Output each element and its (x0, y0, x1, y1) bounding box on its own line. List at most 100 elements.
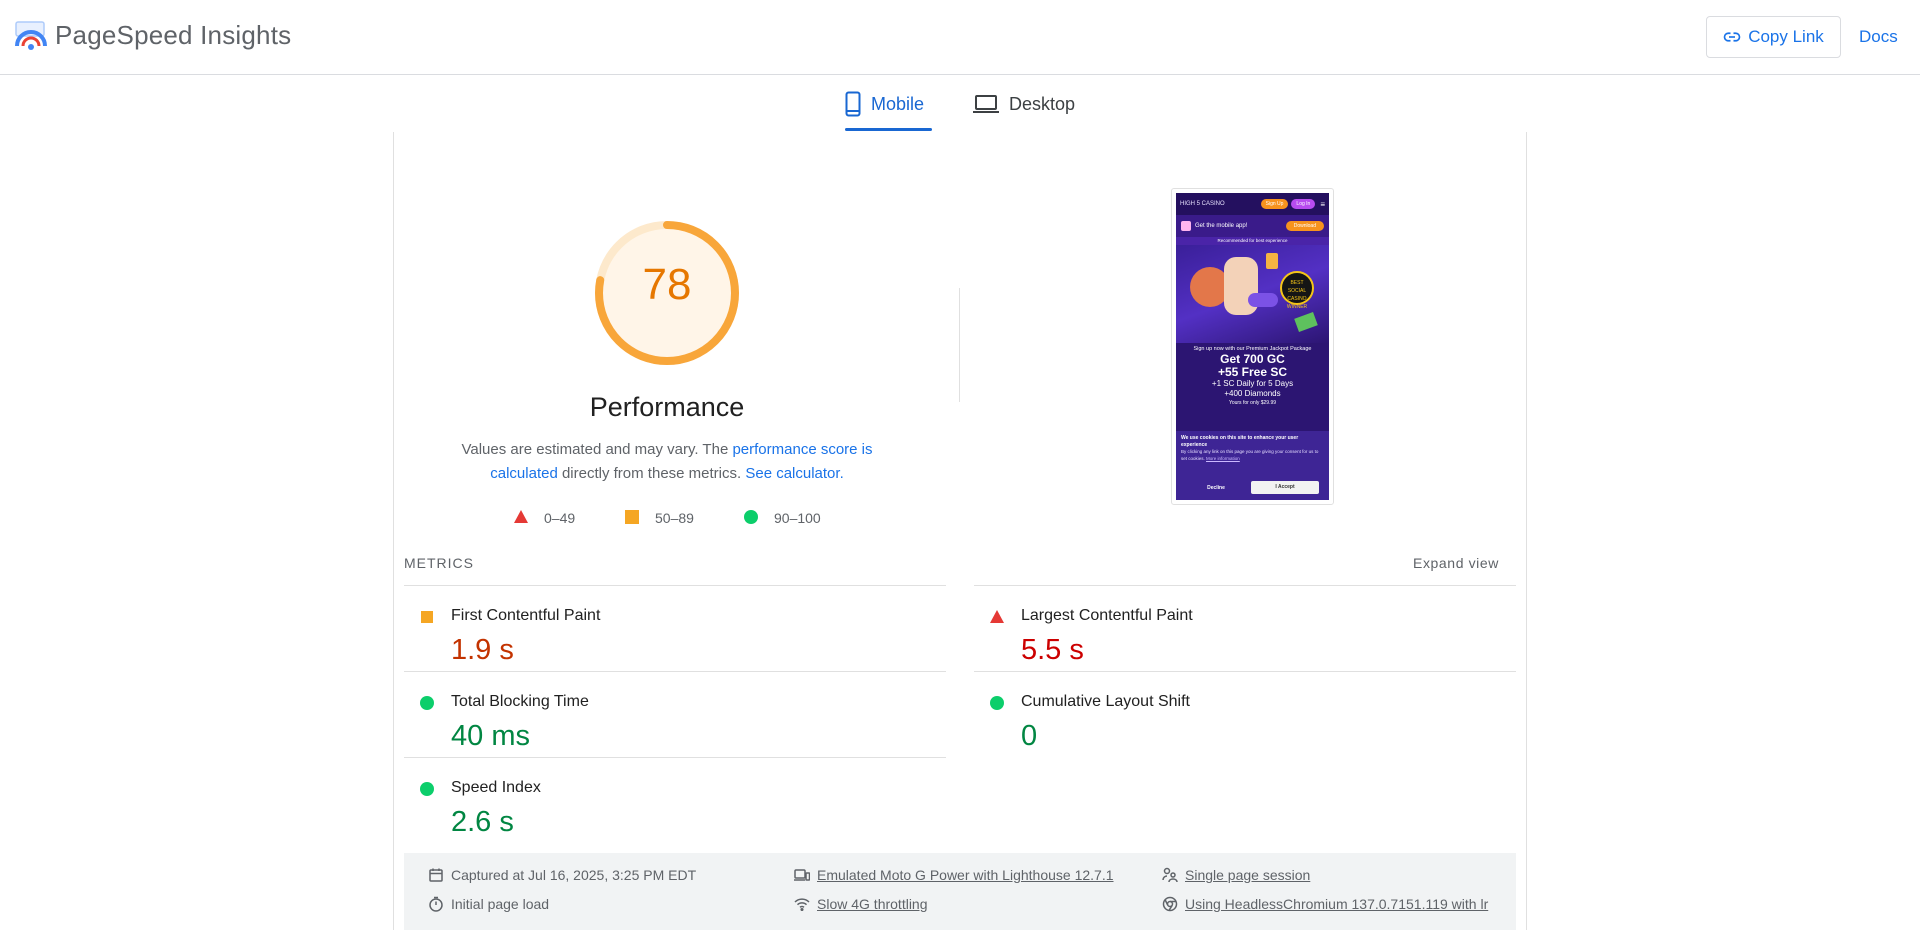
screenshot-app-banner: Get the mobile app! Download (1176, 215, 1329, 237)
desc-text-middle: directly from these metrics. (557, 465, 746, 482)
pass-circle-icon (420, 696, 434, 710)
expand-view-toggle[interactable]: Expand view (1413, 555, 1499, 571)
hero-shape (1190, 267, 1230, 307)
top-app-bar: PageSpeed Insights Copy Link Docs (0, 0, 1920, 75)
hero-shape (1248, 293, 1278, 307)
see-calculator-link[interactable]: See calculator. (745, 465, 844, 482)
offer-line: +55 Free SC (1217, 365, 1288, 379)
final-screenshot: HIGH 5 CASINO Sign Up Log In ≡ Get the m… (1171, 188, 1334, 505)
performance-score-gauge (595, 221, 739, 365)
pass-circle-icon (420, 782, 434, 796)
offer-line: Sign up now with our Premium Jackpot Pac… (1193, 346, 1312, 352)
pass-circle-icon (744, 509, 758, 524)
session-type[interactable]: Single page session (1162, 867, 1310, 883)
performance-score: 78 (642, 260, 692, 309)
offer-line: Get 700 GC (1220, 352, 1285, 366)
pass-circle-icon (990, 696, 1004, 710)
tab-active-indicator (845, 128, 932, 131)
metrics-divider (404, 585, 946, 586)
offer-line: +1 SC Daily for 5 Days (1211, 379, 1294, 388)
app-title: PageSpeed Insights (55, 20, 292, 50)
network-throttling-text[interactable]: Slow 4G throttling (817, 896, 928, 912)
performance-description: Values are estimated and may vary. The p… (447, 438, 887, 486)
metrics-divider (404, 671, 946, 672)
screenshot-login: Log In (1291, 199, 1316, 209)
screenshot-recommended: Recommended for best experience (1176, 237, 1329, 245)
legend-fail-range: 0–49 (544, 510, 576, 526)
hero-badge: BEST SOCIAL CASINO WINNER (1280, 271, 1314, 310)
browser-version[interactable]: Using HeadlessChromium 137.0.7151.119 wi… (1162, 896, 1488, 912)
wifi-icon (794, 898, 810, 912)
runtime-settings: Captured at Jul 16, 2025, 3:25 PM EDT Em… (404, 853, 1516, 930)
screenshot-cookie-banner: We use cookies on this site to enhance y… (1176, 431, 1329, 500)
metrics-divider (404, 757, 946, 758)
metrics-divider (974, 671, 1516, 672)
tab-mobile[interactable]: Mobile (845, 76, 924, 132)
vertical-divider (959, 288, 960, 402)
metric-name: Speed Index (451, 779, 541, 796)
metric-value: 2.6 s (451, 806, 514, 838)
legend-pass: 90–100 (744, 508, 821, 528)
screenshot-content: HIGH 5 CASINO Sign Up Log In ≡ Get the m… (1176, 193, 1329, 500)
initial-page-load-text: Initial page load (451, 896, 550, 912)
session-type-text[interactable]: Single page session (1185, 867, 1311, 883)
device-tabs: Mobile Desktop (0, 76, 1920, 132)
metrics-divider (974, 585, 1516, 586)
pagespeed-logo-icon (15, 21, 47, 50)
metric-speed-index: Speed Index 2.6 s (404, 764, 944, 850)
browser-version-text[interactable]: Using HeadlessChromium 137.0.7151.119 wi… (1185, 896, 1489, 912)
timer-icon (429, 896, 443, 912)
metric-first-contentful-paint: First Contentful Paint 1.9 s (404, 592, 944, 678)
metrics-heading: METRICS (404, 555, 474, 571)
metric-total-blocking-time: Total Blocking Time 40 ms (404, 678, 944, 764)
hero-money (1294, 312, 1318, 332)
link-icon (1723, 32, 1741, 42)
app-icon (1181, 221, 1191, 231)
cookie-body-text: By clicking any link on this page you ar… (1181, 449, 1319, 461)
copy-link-label: Copy Link (1748, 27, 1824, 46)
metric-value: 0 (1021, 720, 1038, 752)
metric-cumulative-layout-shift: Cumulative Layout Shift 0 (974, 678, 1514, 764)
devices-icon (794, 869, 810, 881)
cookie-decline: Decline (1207, 484, 1225, 491)
emulated-device-text[interactable]: Emulated Moto G Power with Lighthouse 12… (817, 867, 1114, 883)
cookie-title: We use cookies on this site to enhance y… (1181, 435, 1299, 448)
performance-score-link[interactable]: performance score is calculated (490, 441, 873, 482)
metric-largest-contentful-paint: Largest Contentful Paint 5.5 s (974, 592, 1514, 678)
report-panel (393, 132, 1527, 930)
cookie-buttons: Decline I Accept (1181, 481, 1324, 494)
network-throttling[interactable]: Slow 4G throttling (794, 896, 928, 912)
metric-name: Largest Contentful Paint (1021, 607, 1193, 624)
offer-line: +400 Diamonds (1224, 389, 1281, 398)
tab-desktop-label: Desktop (1009, 93, 1076, 114)
metric-name: Cumulative Layout Shift (1021, 693, 1190, 710)
chrome-icon (1162, 896, 1178, 912)
emulated-device[interactable]: Emulated Moto G Power with Lighthouse 12… (794, 867, 1114, 883)
tab-desktop[interactable]: Desktop (973, 76, 1075, 132)
legend-fail: 0–49 (514, 508, 575, 528)
legend-average: 50–89 (625, 508, 694, 528)
offer-line: Yours for only $29.99 (1228, 400, 1277, 406)
hamburger-icon: ≡ (1320, 199, 1325, 209)
average-square-icon (625, 509, 639, 524)
hero-card (1266, 253, 1278, 269)
fail-triangle-icon (990, 610, 1004, 623)
copy-link-button[interactable]: Copy Link (1706, 16, 1841, 58)
metric-value: 40 ms (451, 720, 530, 752)
performance-title: Performance (589, 392, 745, 422)
fail-triangle-icon (514, 510, 528, 523)
screenshot-offer: Sign up now with our Premium Jackpot Pac… (1176, 343, 1329, 407)
metric-name: Total Blocking Time (451, 693, 589, 710)
screenshot-download: Download (1285, 221, 1324, 231)
metric-name: First Contentful Paint (451, 607, 601, 624)
cookie-accept: I Accept (1251, 481, 1319, 494)
legend-average-range: 50–89 (655, 510, 694, 526)
screenshot-hero-image: BEST SOCIAL CASINO WINNER (1176, 245, 1329, 343)
captured-at-text: Captured at Jul 16, 2025, 3:25 PM EDT (451, 867, 697, 883)
smartphone-icon (845, 91, 861, 117)
docs-link[interactable]: Docs (1859, 27, 1898, 46)
laptop-icon (973, 95, 999, 113)
captured-at: Captured at Jul 16, 2025, 3:25 PM EDT (428, 867, 696, 883)
cookie-more-link: More information (1206, 455, 1240, 461)
desc-text-start: Values are estimated and may vary. The (461, 441, 733, 458)
